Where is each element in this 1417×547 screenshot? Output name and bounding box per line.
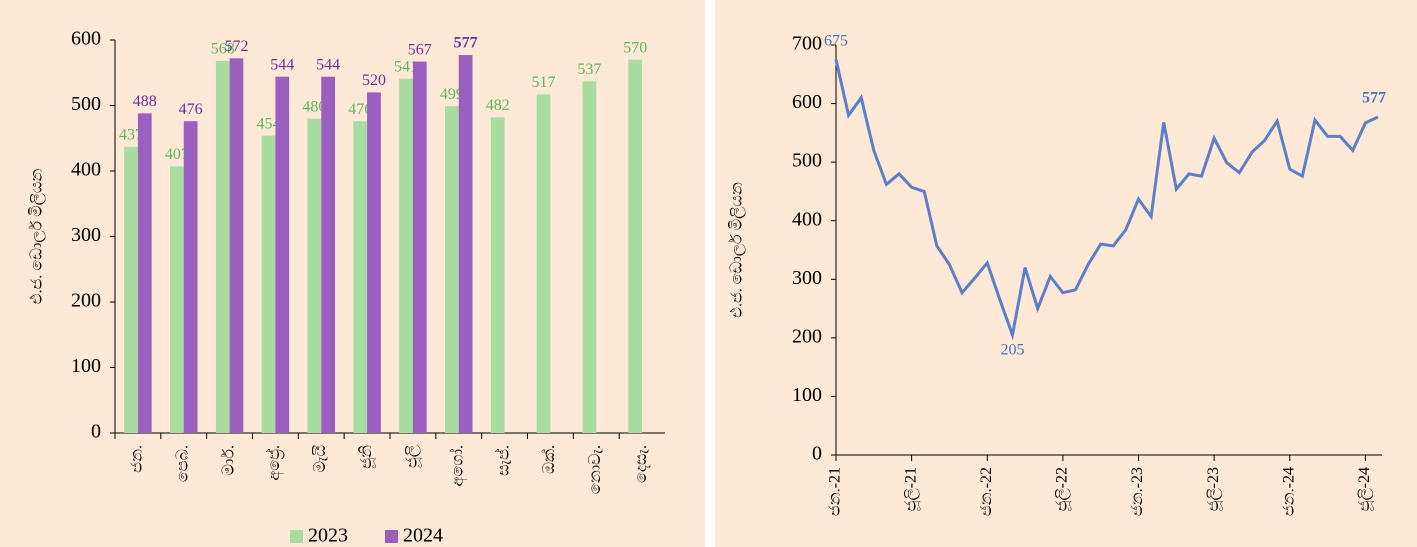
bar [275, 76, 290, 434]
x-tick-label: ජූලි-22 [1054, 467, 1072, 512]
x-tick-label: ජූලි-21 [902, 467, 920, 512]
x-tick-label: ජන. [129, 445, 146, 473]
x-tick-label: අප්‍රේ. [265, 445, 284, 481]
data-label: 205 [1000, 342, 1024, 359]
data-label: 454 [257, 115, 281, 132]
legend-label: 2024 [403, 525, 443, 547]
x-tick-label: පෙබ. [174, 445, 191, 482]
bar [353, 121, 368, 433]
data-label: 488 [133, 93, 157, 110]
x-tick-label: මාර්. [219, 445, 237, 475]
y-tick-label: 100 [71, 355, 101, 377]
bar [307, 118, 322, 433]
data-label: 517 [532, 74, 556, 91]
bar [261, 135, 276, 433]
bar [412, 61, 427, 434]
data-label: 437 [119, 126, 143, 143]
y-tick-label: 400 [792, 208, 822, 230]
data-label: 499 [440, 86, 464, 103]
legend-swatch [385, 530, 398, 543]
y-tick-label: 0 [812, 443, 822, 465]
legend-swatch [290, 530, 303, 543]
data-label: 568 [211, 41, 235, 58]
data-label: 570 [623, 39, 647, 56]
x-tick-label: නොවැ. [587, 445, 604, 494]
x-tick-label: ජන.-23 [1129, 467, 1146, 516]
x-tick-label: ජන.-24 [1280, 467, 1297, 516]
y-tick-label: 600 [71, 28, 101, 50]
data-label: 675 [824, 32, 848, 49]
data-label: 572 [224, 38, 248, 55]
panel-right [715, 0, 1417, 547]
line [834, 59, 1379, 341]
data-label: 541 [394, 58, 418, 75]
data-label: 480 [302, 98, 326, 115]
x-tick-label: අගෝ. [448, 445, 467, 486]
bar [170, 166, 184, 434]
y-tick-label: 0 [91, 421, 101, 443]
x-tick-label: ජූලි [404, 445, 422, 468]
data-label: 476 [348, 101, 372, 118]
y-tick-label: 300 [71, 224, 101, 246]
y-tick-label: 400 [71, 159, 101, 181]
x-tick-label: ජූනි [358, 445, 376, 469]
data-label: 577 [1362, 90, 1386, 107]
y-axis-label: එ.ජ. ඩොලර් මිලියන [28, 169, 47, 305]
bar [536, 94, 551, 434]
bar [458, 55, 473, 433]
data-label: 520 [362, 72, 386, 89]
bar [367, 92, 381, 434]
bar [215, 60, 230, 434]
data-label: 537 [577, 61, 601, 78]
y-tick-label: 500 [792, 150, 822, 172]
bar [124, 146, 138, 433]
y-tick-label: 700 [792, 33, 822, 55]
x-tick-label: ජූලි-23 [1205, 467, 1223, 512]
y-tick-label: 100 [792, 384, 822, 406]
data-label: 407 [165, 146, 189, 163]
y-tick-label: 200 [792, 325, 822, 347]
data-label: 476 [179, 101, 203, 118]
data-label: 544 [270, 56, 294, 73]
x-tick-label: ජන.-21 [827, 467, 844, 516]
data-label: 544 [316, 56, 340, 73]
x-tick-label: ඔක්. [540, 445, 558, 474]
y-tick-label: 300 [792, 267, 822, 289]
bar [137, 113, 152, 434]
x-tick-label: සැප්. [494, 445, 512, 476]
x-tick-label: දෙසැ. [633, 445, 650, 483]
x-tick-label: ජූලි-24 [1356, 467, 1374, 512]
legend-label: 2023 [308, 525, 348, 547]
data-label: 577 [454, 35, 478, 52]
data-label: 567 [408, 41, 432, 58]
y-axis-label: එ.ජ. ඩොලර් මිලියන [728, 182, 747, 318]
bar [582, 81, 597, 433]
y-tick-label: 200 [71, 290, 101, 312]
y-tick-label: 600 [792, 91, 822, 113]
bar [445, 106, 459, 433]
data-label: 482 [486, 97, 510, 114]
bar [399, 78, 413, 434]
bar [183, 121, 198, 433]
x-tick-label: මැයි [312, 445, 329, 472]
y-tick-label: 500 [71, 93, 101, 115]
bar [229, 58, 244, 434]
bar [321, 76, 335, 434]
bar [628, 59, 643, 434]
x-tick-label: ජන.-22 [978, 467, 995, 516]
bar [490, 117, 505, 433]
